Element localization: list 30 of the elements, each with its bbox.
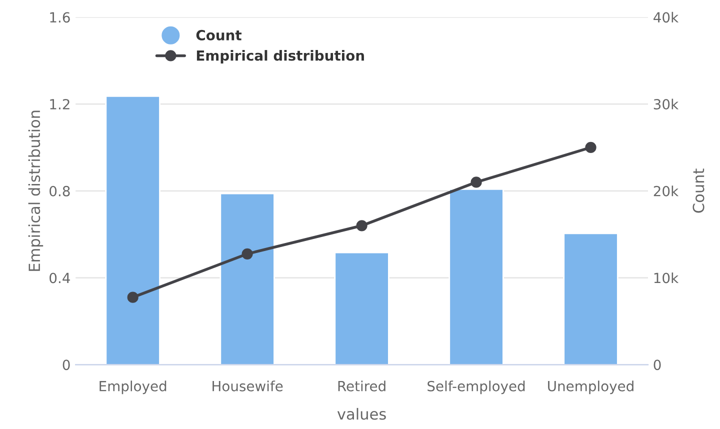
point <box>242 248 253 260</box>
legend-label: Count <box>196 30 242 40</box>
x-tick-label: Housewife <box>212 380 283 392</box>
bar <box>220 192 275 365</box>
y-tick-label: 0.8 <box>50 186 70 196</box>
bar <box>334 252 390 365</box>
y-tick-label: 1.6 <box>50 12 70 23</box>
y2-axis-title: Count <box>692 168 704 213</box>
y2-tick-label: 20k <box>654 186 679 196</box>
x-axis-title: values <box>337 408 386 420</box>
y-tick-label: 0.4 <box>50 272 70 284</box>
x-tick-label: Self-employed <box>428 380 525 394</box>
y2-tick-label: 40k <box>654 12 679 23</box>
y2-tick-label: 10k <box>654 272 679 284</box>
point <box>356 220 368 232</box>
bar <box>448 188 504 365</box>
y-tick-label: 0 <box>62 360 70 370</box>
bar <box>105 96 160 365</box>
y-tick-label: 1.2 <box>50 99 70 110</box>
bar <box>563 232 618 365</box>
x-tick-label: Retired <box>338 380 386 392</box>
legend-label: Empirical distribution <box>196 50 364 64</box>
y2-tick-label: 0 <box>654 360 661 370</box>
y-axis-title: Empirical distribution <box>28 110 44 271</box>
point <box>127 292 138 303</box>
x-tick-label: Employed <box>100 380 166 394</box>
point <box>470 176 482 188</box>
y2-tick-label: 30k <box>654 98 679 110</box>
point <box>585 142 596 154</box>
x-tick-label: Unemployed <box>548 380 634 394</box>
